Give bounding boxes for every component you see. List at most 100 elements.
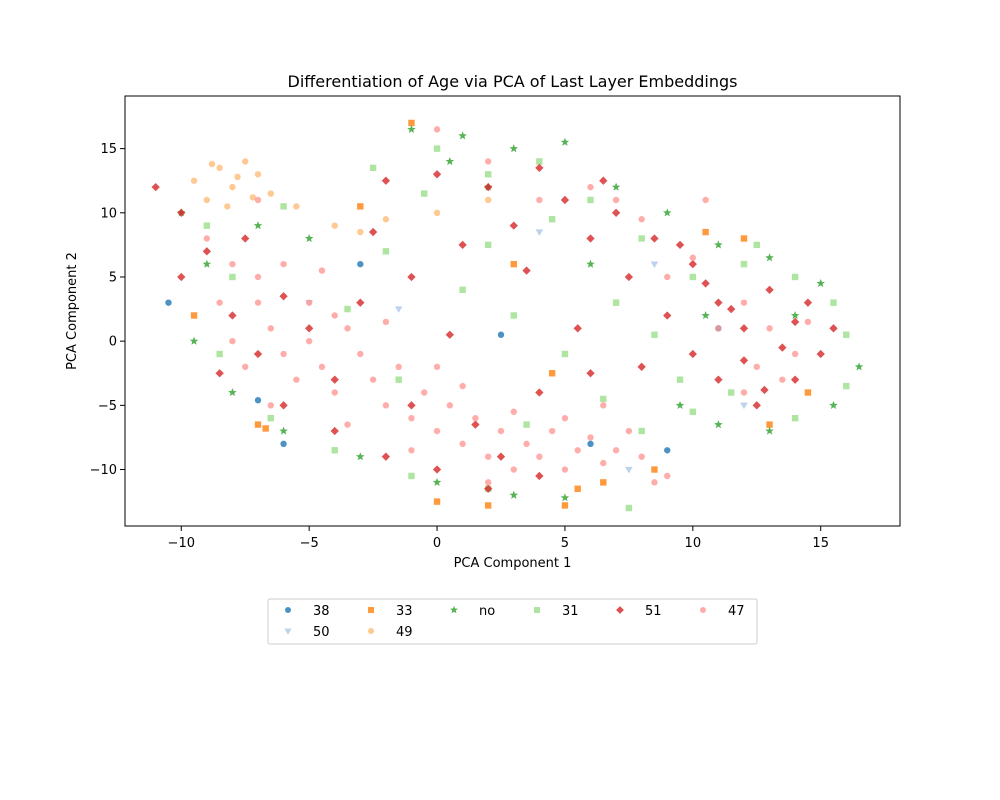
data-point (663, 311, 672, 320)
legend-label: 47 (728, 604, 745, 619)
data-point (803, 298, 813, 307)
data-point (151, 182, 160, 192)
data-point (165, 299, 172, 306)
data-point (714, 375, 723, 384)
data-point (548, 216, 556, 223)
data-point (368, 227, 378, 237)
data-point (228, 311, 237, 320)
data-point (509, 490, 519, 499)
data-point (229, 273, 236, 281)
data-point (560, 493, 570, 502)
data-point (752, 401, 761, 410)
data-point (612, 447, 620, 454)
data-point (766, 421, 773, 428)
data-point (574, 485, 581, 492)
series-33 (190, 119, 812, 509)
legend-marker (700, 607, 706, 613)
data-point (804, 318, 812, 326)
data-point (254, 273, 262, 281)
data-point (651, 479, 658, 486)
data-point (510, 408, 517, 415)
data-point (254, 421, 262, 428)
data-point (638, 453, 645, 460)
data-point (433, 498, 441, 505)
data-point (600, 459, 607, 467)
data-point (740, 260, 748, 268)
data-point (381, 176, 391, 185)
data-point (229, 337, 236, 345)
data-point (688, 259, 697, 269)
data-point (253, 221, 263, 230)
legend-item-51: 51 (616, 604, 662, 619)
data-point (664, 472, 671, 480)
data-point (791, 273, 799, 281)
series-38 (165, 260, 722, 454)
data-point (587, 434, 594, 441)
legend-label: 31 (562, 604, 579, 619)
data-point (727, 304, 736, 314)
data-point (432, 465, 442, 474)
data-point (224, 203, 231, 210)
data-point (612, 196, 620, 204)
data-point (714, 420, 723, 429)
data-point (804, 389, 812, 396)
data-point (395, 363, 402, 371)
data-point (638, 216, 645, 223)
data-point (535, 229, 544, 236)
legend-item-38: 38 (285, 604, 330, 619)
data-point (740, 402, 748, 410)
data-point (262, 425, 269, 432)
data-point (535, 388, 544, 397)
data-point (689, 408, 697, 415)
data-point (714, 298, 723, 307)
data-point (624, 272, 634, 282)
x-tick-label: 10 (685, 536, 702, 551)
data-point (249, 194, 257, 201)
legend-label: 49 (396, 625, 413, 640)
data-point (421, 389, 428, 396)
data-point (638, 235, 645, 242)
data-point (561, 466, 569, 473)
data-point (701, 311, 710, 320)
data-point (280, 203, 287, 210)
data-point (344, 305, 351, 313)
data-point (496, 452, 506, 461)
data-point (177, 208, 186, 217)
data-point (536, 158, 543, 165)
data-point (497, 331, 505, 338)
data-point (676, 376, 684, 383)
data-point (229, 260, 236, 268)
data-point (510, 466, 517, 473)
data-point (357, 203, 364, 210)
data-point (843, 331, 850, 338)
data-point (458, 131, 467, 140)
data-point (523, 440, 530, 448)
data-point (727, 389, 735, 396)
y-axis: −10 −5 0 5 10 15 (90, 142, 125, 478)
data-point (330, 375, 339, 384)
data-point (702, 196, 709, 204)
data-point (254, 299, 262, 306)
data-point (305, 299, 313, 306)
legend-marker (450, 605, 458, 614)
legend-label: no (479, 604, 495, 619)
data-point (702, 228, 709, 236)
plot-frame (124, 95, 901, 527)
data-point (650, 261, 659, 268)
data-point (408, 447, 415, 454)
data-point (241, 234, 250, 243)
data-point (408, 414, 415, 422)
x-tick-label: 0 (433, 536, 441, 551)
data-point (509, 221, 518, 230)
data-point (369, 376, 377, 383)
data-point (548, 427, 556, 435)
data-point (433, 209, 441, 217)
data-point (189, 336, 199, 345)
data-point (522, 266, 531, 275)
data-point (357, 228, 364, 236)
data-point (536, 196, 543, 204)
data-point (779, 376, 786, 383)
data-point (586, 259, 595, 268)
data-point (279, 292, 288, 301)
data-point (765, 253, 774, 262)
